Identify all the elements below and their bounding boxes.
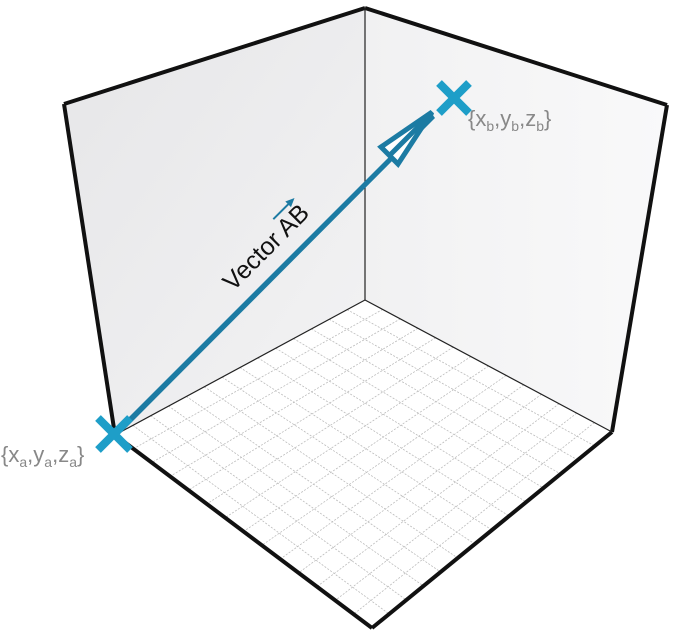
floor-grid-line [168,405,424,587]
floor-grid-line [206,346,454,505]
edge-floor-left [114,299,366,436]
floor-grid-line [353,422,595,615]
floor-grid-line [293,338,544,489]
floor-grid-line [243,365,489,532]
point-b-label: {xb,yb,zb} [468,106,551,134]
floor-grid-line [261,375,507,546]
point-a-label: {xa,ya,za} [1,442,84,470]
floor-grid-line [186,396,441,573]
floor-grid-line [221,376,476,545]
floor-grid [132,309,596,615]
vector-ab-arrow-shaft-inner [387,111,434,158]
vector-ab-shaft [112,114,435,437]
vector-overline-arrow [272,197,295,220]
floor-grid-line [316,403,560,587]
floor-grid-line [204,386,458,559]
inner-edges [114,8,613,436]
point-a-marker [95,415,133,453]
edge-right-vertical [610,104,669,433]
edge-floor-right [364,299,613,433]
edge-front-right [370,430,614,630]
box-edges [62,6,669,630]
edge-left-vertical [62,103,117,436]
edge-front-left [113,433,374,630]
floor-grid-line [239,367,493,531]
floor [115,300,612,628]
floor-grid-line [279,384,525,560]
edge-top-left [63,6,366,106]
point-b-marker [436,80,472,116]
floor-grid-line [150,415,407,601]
floor-grid-line [298,393,542,574]
floor-grid-line [132,425,390,615]
left-wall [64,8,365,435]
edge-top-right [364,6,668,107]
floor-grid-line [335,412,577,601]
